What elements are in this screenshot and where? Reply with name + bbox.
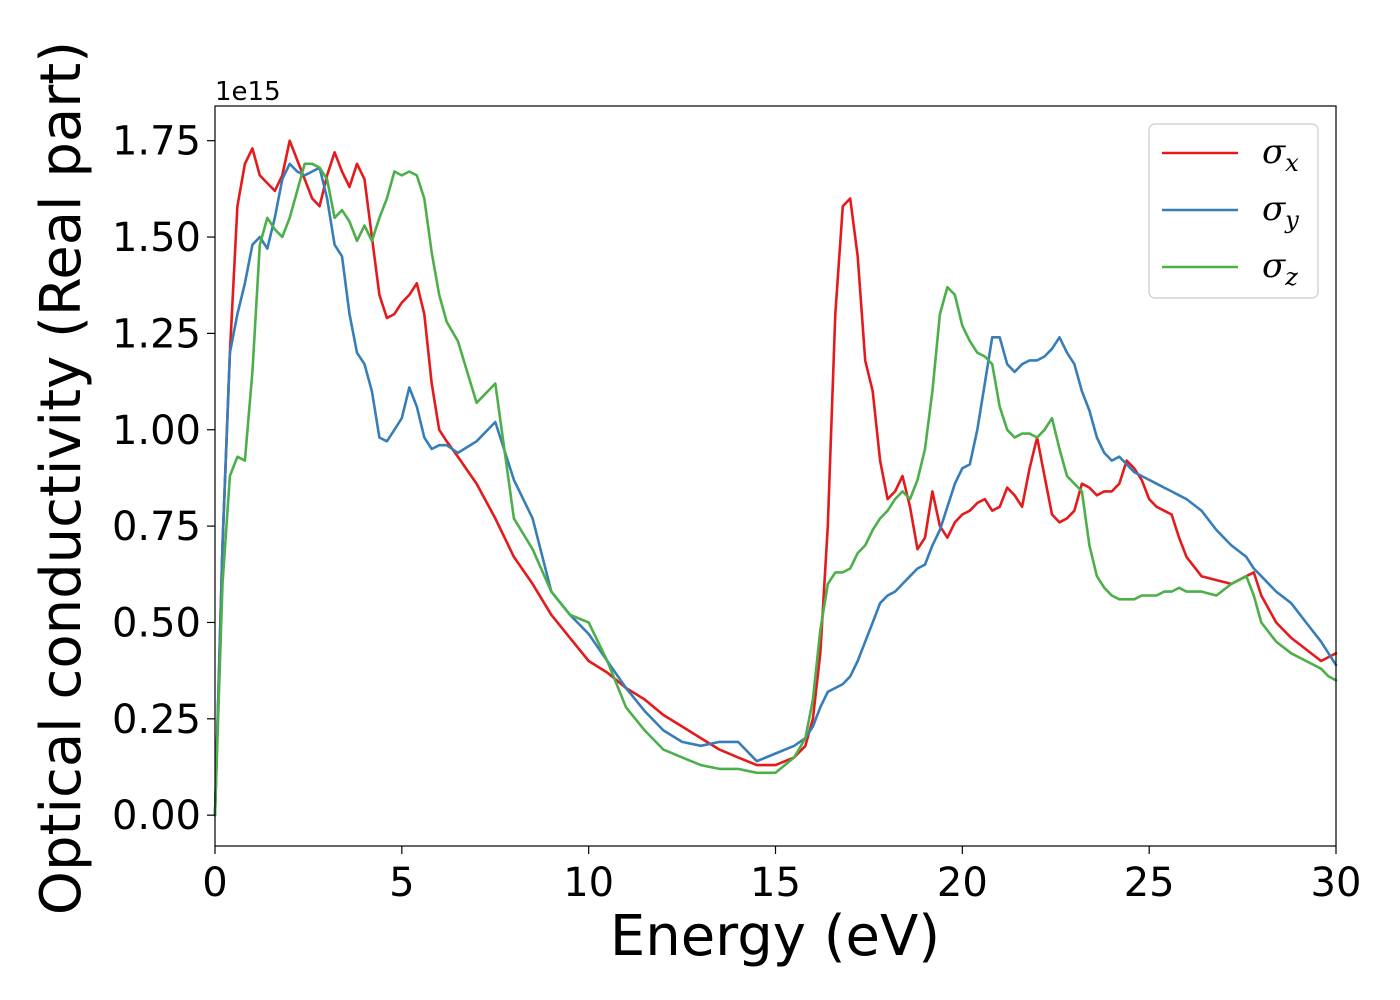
y-tick-label: 1.25 — [112, 311, 201, 357]
series-layer — [213, 139, 1338, 817]
y-tick-label: 1.75 — [112, 119, 201, 165]
x-tick-label: 5 — [389, 860, 414, 906]
series-line-y — [213, 162, 1338, 817]
y-tick-label: 1.50 — [112, 215, 201, 261]
y-tick-label: 0.25 — [112, 697, 201, 743]
series-line-z — [213, 162, 1338, 817]
y-offset-label: 1e15 — [215, 77, 281, 107]
y-axis: 0.00 0.25 0.50 0.75 1.00 1.25 1.50 1.75 — [112, 119, 215, 839]
series-line-x — [213, 139, 1338, 817]
y-tick-label: 0.00 — [112, 793, 201, 839]
x-tick-label: 20 — [937, 860, 988, 906]
x-tick-label: 30 — [1311, 860, 1362, 906]
y-tick-label: 0.50 — [112, 600, 201, 646]
legend-label-x: σx — [1262, 132, 1299, 177]
y-tick-label: 1.00 — [112, 408, 201, 454]
x-tick-label: 25 — [1124, 860, 1175, 906]
x-tick-label: 10 — [563, 860, 614, 906]
x-tick-label: 0 — [202, 860, 227, 906]
legend: σx σy σz — [1148, 123, 1319, 299]
y-axis-title: Optical conductivity (Real part) — [29, 41, 94, 915]
x-tick-label: 15 — [750, 860, 801, 906]
x-axis: 0 5 10 15 20 25 30 — [202, 846, 1361, 906]
y-tick-label: 0.75 — [112, 504, 201, 550]
legend-label-y: σy — [1262, 189, 1299, 234]
x-axis-title: Energy (eV) — [610, 904, 940, 969]
legend-label-z: σz — [1262, 246, 1298, 291]
